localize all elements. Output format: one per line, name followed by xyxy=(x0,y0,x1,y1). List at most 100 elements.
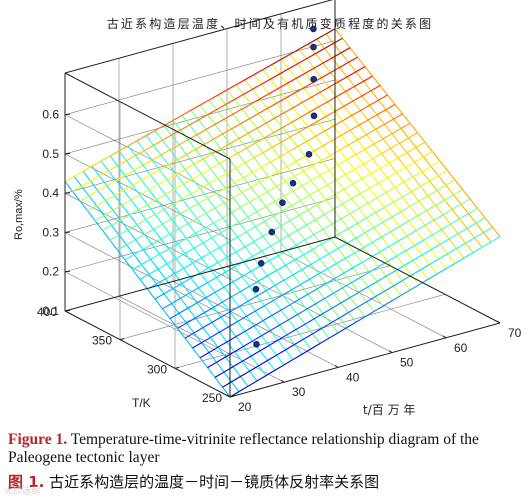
surface-mesh-line xyxy=(387,255,397,262)
surface-mesh-line xyxy=(348,56,358,63)
data-point xyxy=(253,341,260,348)
surface-mesh-line xyxy=(295,323,306,330)
surface-mesh-line xyxy=(264,132,274,139)
surface-mesh-line xyxy=(247,211,258,218)
surface-mesh-line xyxy=(378,177,388,184)
surface-mesh-line xyxy=(175,168,186,175)
surface-mesh-line xyxy=(324,125,334,132)
surface-mesh-line xyxy=(280,136,291,143)
surface-mesh-line xyxy=(196,129,207,136)
surface-mesh-line xyxy=(234,345,244,353)
surface-mesh-line xyxy=(144,228,154,235)
surface-mesh-line xyxy=(189,203,199,210)
surface-mesh-line xyxy=(133,248,144,256)
surface-mesh-line xyxy=(280,304,291,311)
surface-mesh-line xyxy=(115,174,126,182)
surface-mesh-line xyxy=(328,332,339,339)
surface-mesh-line xyxy=(306,53,316,60)
surface-mesh-line xyxy=(378,260,388,268)
surface-mesh-line xyxy=(306,219,316,226)
surface-mesh-line xyxy=(289,214,300,222)
floor-gridline xyxy=(118,295,285,383)
surface-mesh-line xyxy=(355,316,366,323)
surface-mesh xyxy=(64,28,501,398)
surface-mesh-line xyxy=(169,312,180,320)
surface-mesh-line xyxy=(244,241,255,248)
surface-mesh-line xyxy=(343,183,354,190)
surface-mesh-line xyxy=(385,186,396,194)
surface-mesh-line xyxy=(255,137,265,144)
surface-mesh-line xyxy=(346,237,357,244)
surface-mesh-line xyxy=(313,313,324,320)
surface-mesh-line xyxy=(205,291,216,299)
surface-mesh-line xyxy=(319,337,330,345)
surface-mesh-line xyxy=(249,113,259,120)
figure-caption-cn: 图 1. 古近系构造层的温度－时间－镜质体反射率关系图 xyxy=(8,472,526,492)
surface-mesh-line xyxy=(409,284,420,291)
surface-mesh-line xyxy=(328,81,339,88)
surface-mesh-line xyxy=(313,62,324,69)
surface-mesh-line xyxy=(283,274,294,281)
surface-mesh-line xyxy=(414,156,424,163)
surface-mesh-line xyxy=(426,204,436,212)
surface-mesh-line xyxy=(183,262,193,269)
surface-mesh-line xyxy=(195,227,205,234)
surface-mesh-line xyxy=(357,301,367,308)
surface-mesh-line xyxy=(187,302,198,309)
x-tick-mark xyxy=(496,320,501,324)
surface-mesh-line xyxy=(418,278,429,286)
surface-mesh-line xyxy=(334,188,345,195)
surface-mesh-line xyxy=(373,221,384,228)
surface-mesh-line xyxy=(274,364,285,371)
surface-mesh-line xyxy=(324,42,334,49)
x-tick-label: 30 xyxy=(292,385,306,399)
surface-mesh-line xyxy=(244,325,255,332)
surface-mesh-line xyxy=(339,144,349,151)
surface-mesh-line xyxy=(265,284,276,292)
surface-mesh-line xyxy=(279,68,289,75)
surface-mesh-line xyxy=(211,316,222,323)
surface-mesh-line xyxy=(321,72,331,79)
surface-mesh-line xyxy=(448,233,459,240)
surface-mesh-line xyxy=(325,28,336,35)
back-wall-gridline xyxy=(64,40,336,115)
surface-mesh-line xyxy=(177,154,187,161)
surface-mesh-line xyxy=(309,106,319,113)
surface-mesh-line xyxy=(382,216,393,223)
surface-mesh-line xyxy=(372,153,382,160)
x-axis-label: t/百 万 年 xyxy=(363,403,415,417)
surface-mesh-line xyxy=(145,213,156,221)
surface-mesh-line xyxy=(394,265,405,272)
surface-mesh-line xyxy=(219,157,229,165)
y-axis-label: T/K xyxy=(132,396,151,410)
surface-mesh-line xyxy=(321,322,331,329)
surface-mesh-line xyxy=(360,104,370,111)
surface-mesh-line xyxy=(285,344,295,351)
surface-mesh-line xyxy=(163,119,174,126)
surface-mesh-line xyxy=(337,327,348,334)
surface-mesh-line xyxy=(441,223,451,230)
surface-mesh-line xyxy=(276,349,286,356)
surface-mesh-line xyxy=(282,205,292,212)
surface-mesh-line xyxy=(88,190,99,197)
surface-mesh-line xyxy=(348,139,358,146)
surface-mesh-line xyxy=(265,369,276,377)
surface-mesh-line xyxy=(193,242,204,249)
surface-mesh-line xyxy=(300,194,310,202)
surface-mesh-line xyxy=(355,232,366,239)
surface-mesh-line xyxy=(438,170,448,177)
y-axis-line xyxy=(64,310,231,398)
surface-mesh-line xyxy=(177,237,187,245)
surface-mesh-line xyxy=(256,375,267,382)
surface-mesh-line xyxy=(304,318,315,325)
surface-mesh-line xyxy=(160,233,171,240)
surface-mesh-line xyxy=(403,176,414,183)
data-point xyxy=(310,25,317,33)
data-point xyxy=(305,151,313,158)
surface-mesh-line xyxy=(201,336,211,344)
surface-mesh-line xyxy=(150,169,160,176)
surface-mesh-line xyxy=(337,76,348,83)
surface-mesh-line xyxy=(96,200,106,207)
surface-mesh-line xyxy=(216,187,226,194)
x-tick-label: 50 xyxy=(400,356,414,370)
